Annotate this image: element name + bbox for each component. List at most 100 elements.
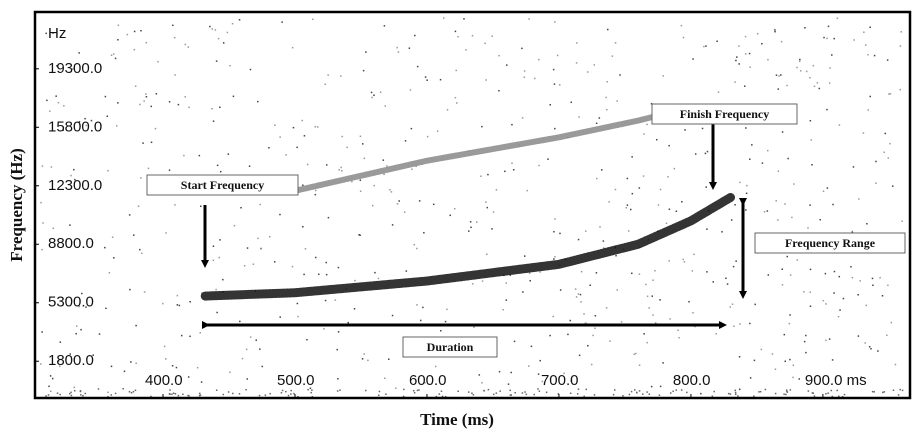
speckle <box>259 348 261 350</box>
speckle <box>255 339 257 341</box>
speckle <box>281 389 284 392</box>
speckle <box>842 297 845 300</box>
speckle <box>514 392 516 394</box>
speckle <box>658 394 661 396</box>
speckle <box>738 45 740 47</box>
speckle <box>137 205 140 207</box>
speckle <box>383 377 386 380</box>
speckle <box>453 207 456 210</box>
speckle <box>416 304 418 306</box>
annotation-box <box>754 232 906 254</box>
speckle <box>419 319 422 322</box>
speckle <box>212 120 215 122</box>
speckle <box>734 204 736 206</box>
speckle <box>549 334 551 337</box>
speckle <box>498 89 500 92</box>
speckle <box>701 127 704 130</box>
speckle <box>62 129 65 131</box>
speckle <box>231 22 234 25</box>
speckle <box>738 388 741 391</box>
speckle <box>473 326 475 328</box>
speckle <box>882 391 884 394</box>
speckle <box>549 104 552 106</box>
speckle <box>45 395 47 397</box>
speckle <box>293 392 295 395</box>
speckle <box>391 314 394 317</box>
speckle <box>853 39 855 41</box>
speckle <box>567 333 569 336</box>
speckle <box>809 305 812 307</box>
x-tick-label: 700.0 <box>541 372 579 389</box>
speckle <box>822 190 825 193</box>
speckle <box>533 77 536 80</box>
speckle <box>736 56 738 58</box>
speckle <box>792 376 794 379</box>
speckle <box>881 295 884 297</box>
speckle <box>358 233 360 236</box>
speckle <box>315 189 317 192</box>
speckle <box>592 334 594 337</box>
speckle <box>867 109 869 111</box>
speckle <box>411 168 413 170</box>
speckle <box>645 283 647 286</box>
speckle <box>692 58 694 60</box>
speckle <box>73 389 76 392</box>
speckle <box>117 24 120 27</box>
speckle <box>706 228 708 230</box>
speckle <box>222 42 225 44</box>
speckle <box>537 388 539 390</box>
speckle <box>602 247 605 249</box>
speckle <box>85 306 87 308</box>
speckle <box>238 393 241 395</box>
speckle <box>306 338 308 341</box>
speckle <box>309 387 312 390</box>
speckle <box>576 393 579 395</box>
speckle <box>811 164 813 166</box>
speckle <box>583 395 585 398</box>
speckle <box>828 82 831 84</box>
speckle <box>775 200 777 202</box>
speckle <box>593 394 596 396</box>
speckle <box>798 378 801 380</box>
speckle <box>733 325 735 327</box>
speckle <box>739 181 741 184</box>
speckle <box>240 206 242 209</box>
speckle <box>521 392 524 394</box>
speckle <box>184 43 187 46</box>
speckle <box>269 392 271 395</box>
speckle <box>691 270 694 272</box>
speckle <box>761 162 764 164</box>
speckle <box>638 273 641 275</box>
speckle <box>187 46 190 48</box>
speckle <box>84 117 86 120</box>
speckle <box>614 188 617 191</box>
speckle <box>296 146 298 149</box>
speckle <box>838 124 841 126</box>
speckle <box>513 340 516 343</box>
speckle <box>777 170 780 172</box>
speckle <box>413 243 416 246</box>
y-tick-label: 5300.0 <box>48 294 94 311</box>
speckle <box>563 372 565 375</box>
speckle <box>833 37 835 40</box>
speckle <box>341 135 343 138</box>
speckle <box>73 168 75 171</box>
speckle <box>143 291 146 293</box>
annotations: Start Frequency Finish Frequency Frequency… <box>146 103 906 358</box>
speckle <box>554 21 556 23</box>
speckle <box>209 25 211 28</box>
speckle <box>41 331 43 333</box>
speckle <box>734 391 737 394</box>
speckle <box>860 375 863 378</box>
speckle <box>81 292 83 295</box>
speckle <box>868 345 871 348</box>
speckle <box>306 163 309 166</box>
speckle <box>370 91 373 94</box>
speckle <box>631 156 633 158</box>
speckle <box>682 36 685 39</box>
speckle <box>434 365 437 368</box>
speckle <box>150 395 152 398</box>
speckle <box>635 352 637 355</box>
speckle <box>587 344 589 347</box>
speckle <box>219 239 221 241</box>
